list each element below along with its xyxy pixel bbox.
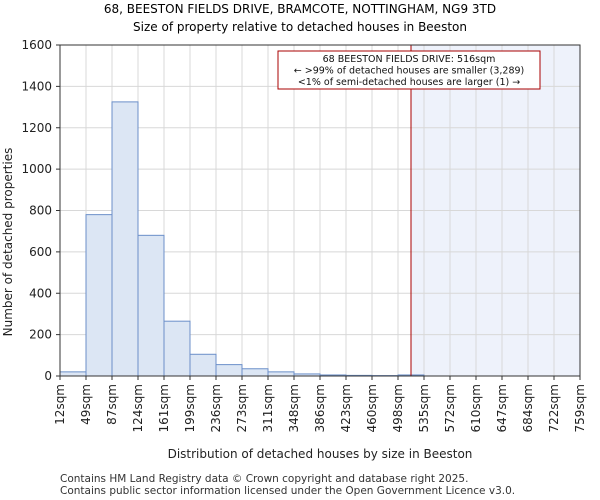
x-tick-label: 124sqm — [131, 384, 145, 432]
x-tick-label: 460sqm — [365, 384, 379, 432]
footer-licence: Contains public sector information licen… — [60, 485, 516, 497]
x-tick-label: 87sqm — [105, 384, 119, 425]
chart-title: 68, BEESTON FIELDS DRIVE, BRAMCOTE, NOTT… — [104, 2, 496, 16]
x-tick-label: 610sqm — [469, 384, 483, 432]
y-tick-label: 1600 — [21, 38, 52, 52]
histogram-bar — [163, 320, 191, 377]
annotation-text: ← >99% of detached houses are smaller (3… — [294, 66, 525, 77]
y-tick-label: 400 — [29, 286, 52, 300]
x-tick-label: 423sqm — [339, 384, 353, 432]
histogram-bar — [111, 101, 139, 377]
x-tick-label: 647sqm — [495, 384, 509, 432]
histogram-bar — [241, 368, 269, 377]
y-tick-label: 1400 — [21, 79, 52, 93]
x-axis-label: Distribution of detached houses by size … — [168, 447, 473, 461]
annotation-box — [277, 50, 541, 90]
x-tick-label: 759sqm — [573, 384, 587, 432]
y-tick-label: 0 — [44, 369, 52, 383]
x-tick-label: 348sqm — [287, 384, 301, 432]
chart-subtitle: Size of property relative to detached ho… — [133, 20, 467, 34]
histogram-bar — [189, 353, 217, 377]
y-tick-label: 800 — [29, 204, 52, 218]
plot-area: 0 200 400 600 800 1000 1200 1400 1600 12sqm 49sqm 8… — [21, 38, 587, 432]
x-tick-label: 722sqm — [547, 384, 561, 432]
histogram-bar — [85, 214, 113, 377]
histogram-bar — [215, 364, 243, 377]
x-tick-label: 572sqm — [443, 384, 457, 432]
y-tick-label: 200 — [29, 328, 52, 342]
x-tick-label: 498sqm — [391, 384, 405, 432]
y-axis-label: Number of detached properties — [1, 148, 15, 337]
annotation-text: <1% of semi-detached houses are larger (… — [298, 77, 520, 88]
x-tick-label: 199sqm — [183, 384, 197, 432]
y-tick-label: 1000 — [21, 162, 52, 176]
x-tick-label: 311sqm — [261, 384, 275, 432]
x-tick-label: 273sqm — [235, 384, 249, 432]
histogram-bar — [267, 371, 295, 377]
x-tick-label: 535sqm — [417, 384, 431, 432]
x-tick-label: 161sqm — [157, 384, 171, 432]
footer-copyright: Contains HM Land Registry data © Crown c… — [60, 473, 469, 485]
annotation-text: 68 BEESTON FIELDS DRIVE: 516sqm — [323, 54, 496, 65]
x-tick-label: 236sqm — [209, 384, 223, 432]
x-tick-label: 684sqm — [521, 384, 535, 432]
x-tick-label: 386sqm — [313, 384, 327, 432]
y-tick-label: 600 — [29, 245, 52, 259]
x-tick-label: 49sqm — [79, 384, 93, 425]
x-tick-label: 12sqm — [53, 384, 67, 425]
y-tick-label: 1200 — [21, 121, 52, 135]
histogram-bar — [137, 234, 165, 377]
histogram-chart: 68, BEESTON FIELDS DRIVE, BRAMCOTE, NOTT… — [1, 2, 587, 461]
histogram-bar — [59, 371, 87, 377]
